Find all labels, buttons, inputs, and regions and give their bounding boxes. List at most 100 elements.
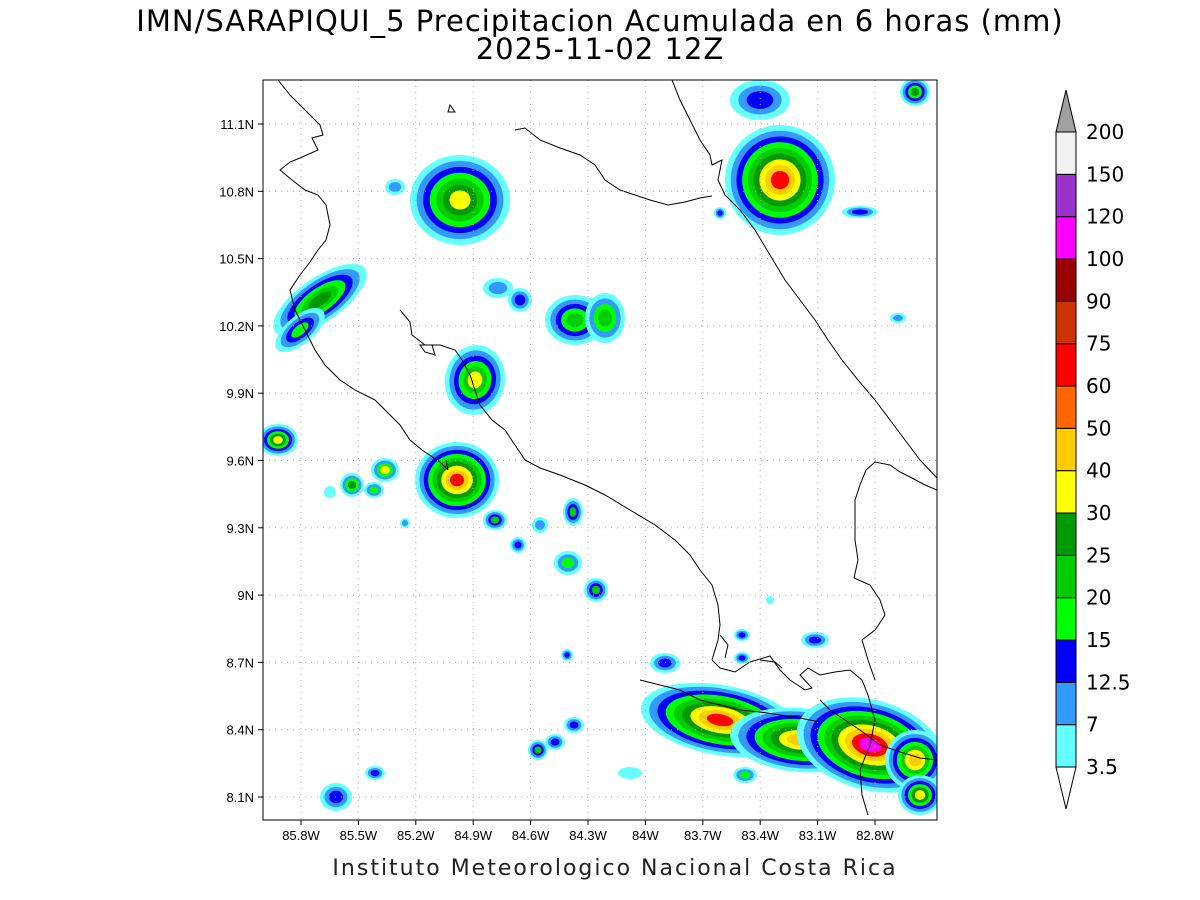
colorbar-swatch <box>1055 131 1077 175</box>
colorbar-level-label: 50 <box>1086 416 1111 440</box>
colorbar-swatch <box>1055 300 1077 345</box>
precip-cell <box>483 278 513 298</box>
precip-cell <box>900 80 930 106</box>
lat-label: 9.3N <box>227 521 254 536</box>
lon-label: 85.8W <box>282 828 320 843</box>
colorbar-over-triangle <box>1055 89 1077 133</box>
lat-label: 10.5N <box>219 252 254 267</box>
lon-label: 83.4W <box>741 828 779 843</box>
colorbar-swatch <box>1055 554 1077 599</box>
precip-cell <box>766 596 774 604</box>
precip-cell <box>545 734 565 750</box>
precip-cell <box>890 313 906 323</box>
precip-cell <box>263 424 298 456</box>
precip-cell <box>725 125 835 235</box>
colorbar-swatch <box>1055 216 1077 260</box>
colorbar-swatch <box>1055 385 1077 429</box>
lon-label: 84W <box>632 828 659 843</box>
lat-label: 8.1N <box>227 790 254 805</box>
colorbar: 3.5 7 12.5 15 20 25 30 40 50 60 75 90 100 120 150 200 <box>1055 89 1131 810</box>
colorbar-under-triangle <box>1055 766 1077 810</box>
credit-text: Instituto Meteorologico Nacional Costa R… <box>332 856 898 881</box>
lon-label: 82.8W <box>856 828 894 843</box>
lat-label: 9.6N <box>227 454 254 469</box>
colorbar-swatch <box>1055 597 1077 641</box>
precip-cell <box>528 740 548 760</box>
map-title: IMN/SARAPIQUI_5 Precipitacion Acumulada … <box>136 4 1064 38</box>
colorbar-swatch <box>1055 173 1077 218</box>
precip-cell <box>400 518 410 528</box>
precip-cell <box>842 206 878 218</box>
precip-cell <box>714 207 726 219</box>
precip-cell <box>444 345 506 415</box>
colorbar-swatch <box>1055 470 1077 514</box>
precipitation-field <box>263 80 937 815</box>
lat-label: 8.7N <box>227 655 254 670</box>
colorbar-level-label: 25 <box>1086 543 1111 567</box>
colorbar-level-label: 12.5 <box>1086 670 1131 694</box>
graticule <box>263 80 937 820</box>
coastlines <box>277 80 937 816</box>
lon-label: 85.5W <box>340 828 378 843</box>
colorbar-level-label: 30 <box>1086 501 1111 525</box>
precip-cell <box>898 775 937 815</box>
map-frame <box>262 79 938 821</box>
lon-label: 85.2W <box>397 828 435 843</box>
precip-cell <box>371 458 399 482</box>
lon-label: 83.7W <box>684 828 722 843</box>
lat-label: 9N <box>237 588 254 603</box>
precip-cell <box>483 510 507 530</box>
lat-label: 10.2N <box>219 319 254 334</box>
precip-cell <box>885 730 937 790</box>
precip-cell <box>532 517 548 533</box>
map-valid-time: 2025-11-02 12Z <box>475 32 725 66</box>
precip-cell <box>510 537 526 553</box>
lat-label: 11.1N <box>220 117 254 132</box>
colorbar-level-label: 100 <box>1086 247 1124 271</box>
colorbar-level-label: 60 <box>1086 374 1111 398</box>
colorbar-swatch <box>1055 724 1077 768</box>
colorbar-level-label: 120 <box>1086 205 1124 229</box>
colorbar-swatch <box>1055 681 1077 726</box>
lon-label: 84.6W <box>512 828 550 843</box>
precip-cell <box>650 653 680 673</box>
colorbar-level-label: 3.5 <box>1086 755 1118 779</box>
precip-cell <box>618 767 642 779</box>
precip-cell <box>508 288 532 312</box>
precip-cell <box>554 551 582 575</box>
precip-cell <box>734 629 750 641</box>
colorbar-swatch <box>1055 343 1077 387</box>
precip-cell <box>733 767 757 783</box>
colorbar-swatch <box>1055 512 1077 556</box>
precip-cell <box>801 632 829 648</box>
precip-cell <box>364 482 384 498</box>
precip-cell <box>324 486 336 498</box>
colorbar-level-label: 20 <box>1086 586 1111 610</box>
colorbar-level-label: 150 <box>1086 162 1124 186</box>
lat-label: 9.9N <box>227 386 254 401</box>
precip-cell <box>410 155 510 245</box>
lat-label: 8.4N <box>227 723 254 738</box>
precip-cell <box>730 80 790 120</box>
precip-cell <box>584 578 608 602</box>
lon-label: 84.9W <box>454 828 492 843</box>
precip-cell <box>564 717 584 733</box>
precip-cell <box>385 179 405 195</box>
colorbar-level-label: 200 <box>1086 120 1124 144</box>
colorbar-level-label: 7 <box>1086 713 1099 737</box>
precip-cell <box>734 652 750 664</box>
colorbar-swatch <box>1055 258 1077 302</box>
precip-cell <box>561 649 573 661</box>
precip-cell <box>585 293 625 343</box>
latitude-axis: 11.1N 10.8N 10.5N 10.2N 9.9N 9.6N 9.3N 9N 8.7N 8.… <box>219 117 263 805</box>
colorbar-level-label: 15 <box>1086 628 1111 652</box>
lon-label: 83.1W <box>799 828 837 843</box>
colorbar-level-label: 40 <box>1086 459 1111 483</box>
longitude-axis: 85.8W 85.5W 85.2W 84.9W 84.6W 84.3W 84W 83.7W 83… <box>282 820 895 843</box>
colorbar-level-label: 90 <box>1086 289 1111 313</box>
lon-label: 84.3W <box>569 828 607 843</box>
colorbar-swatch <box>1055 427 1077 472</box>
lat-label: 10.8N <box>219 184 254 199</box>
precip-cell <box>340 473 364 497</box>
